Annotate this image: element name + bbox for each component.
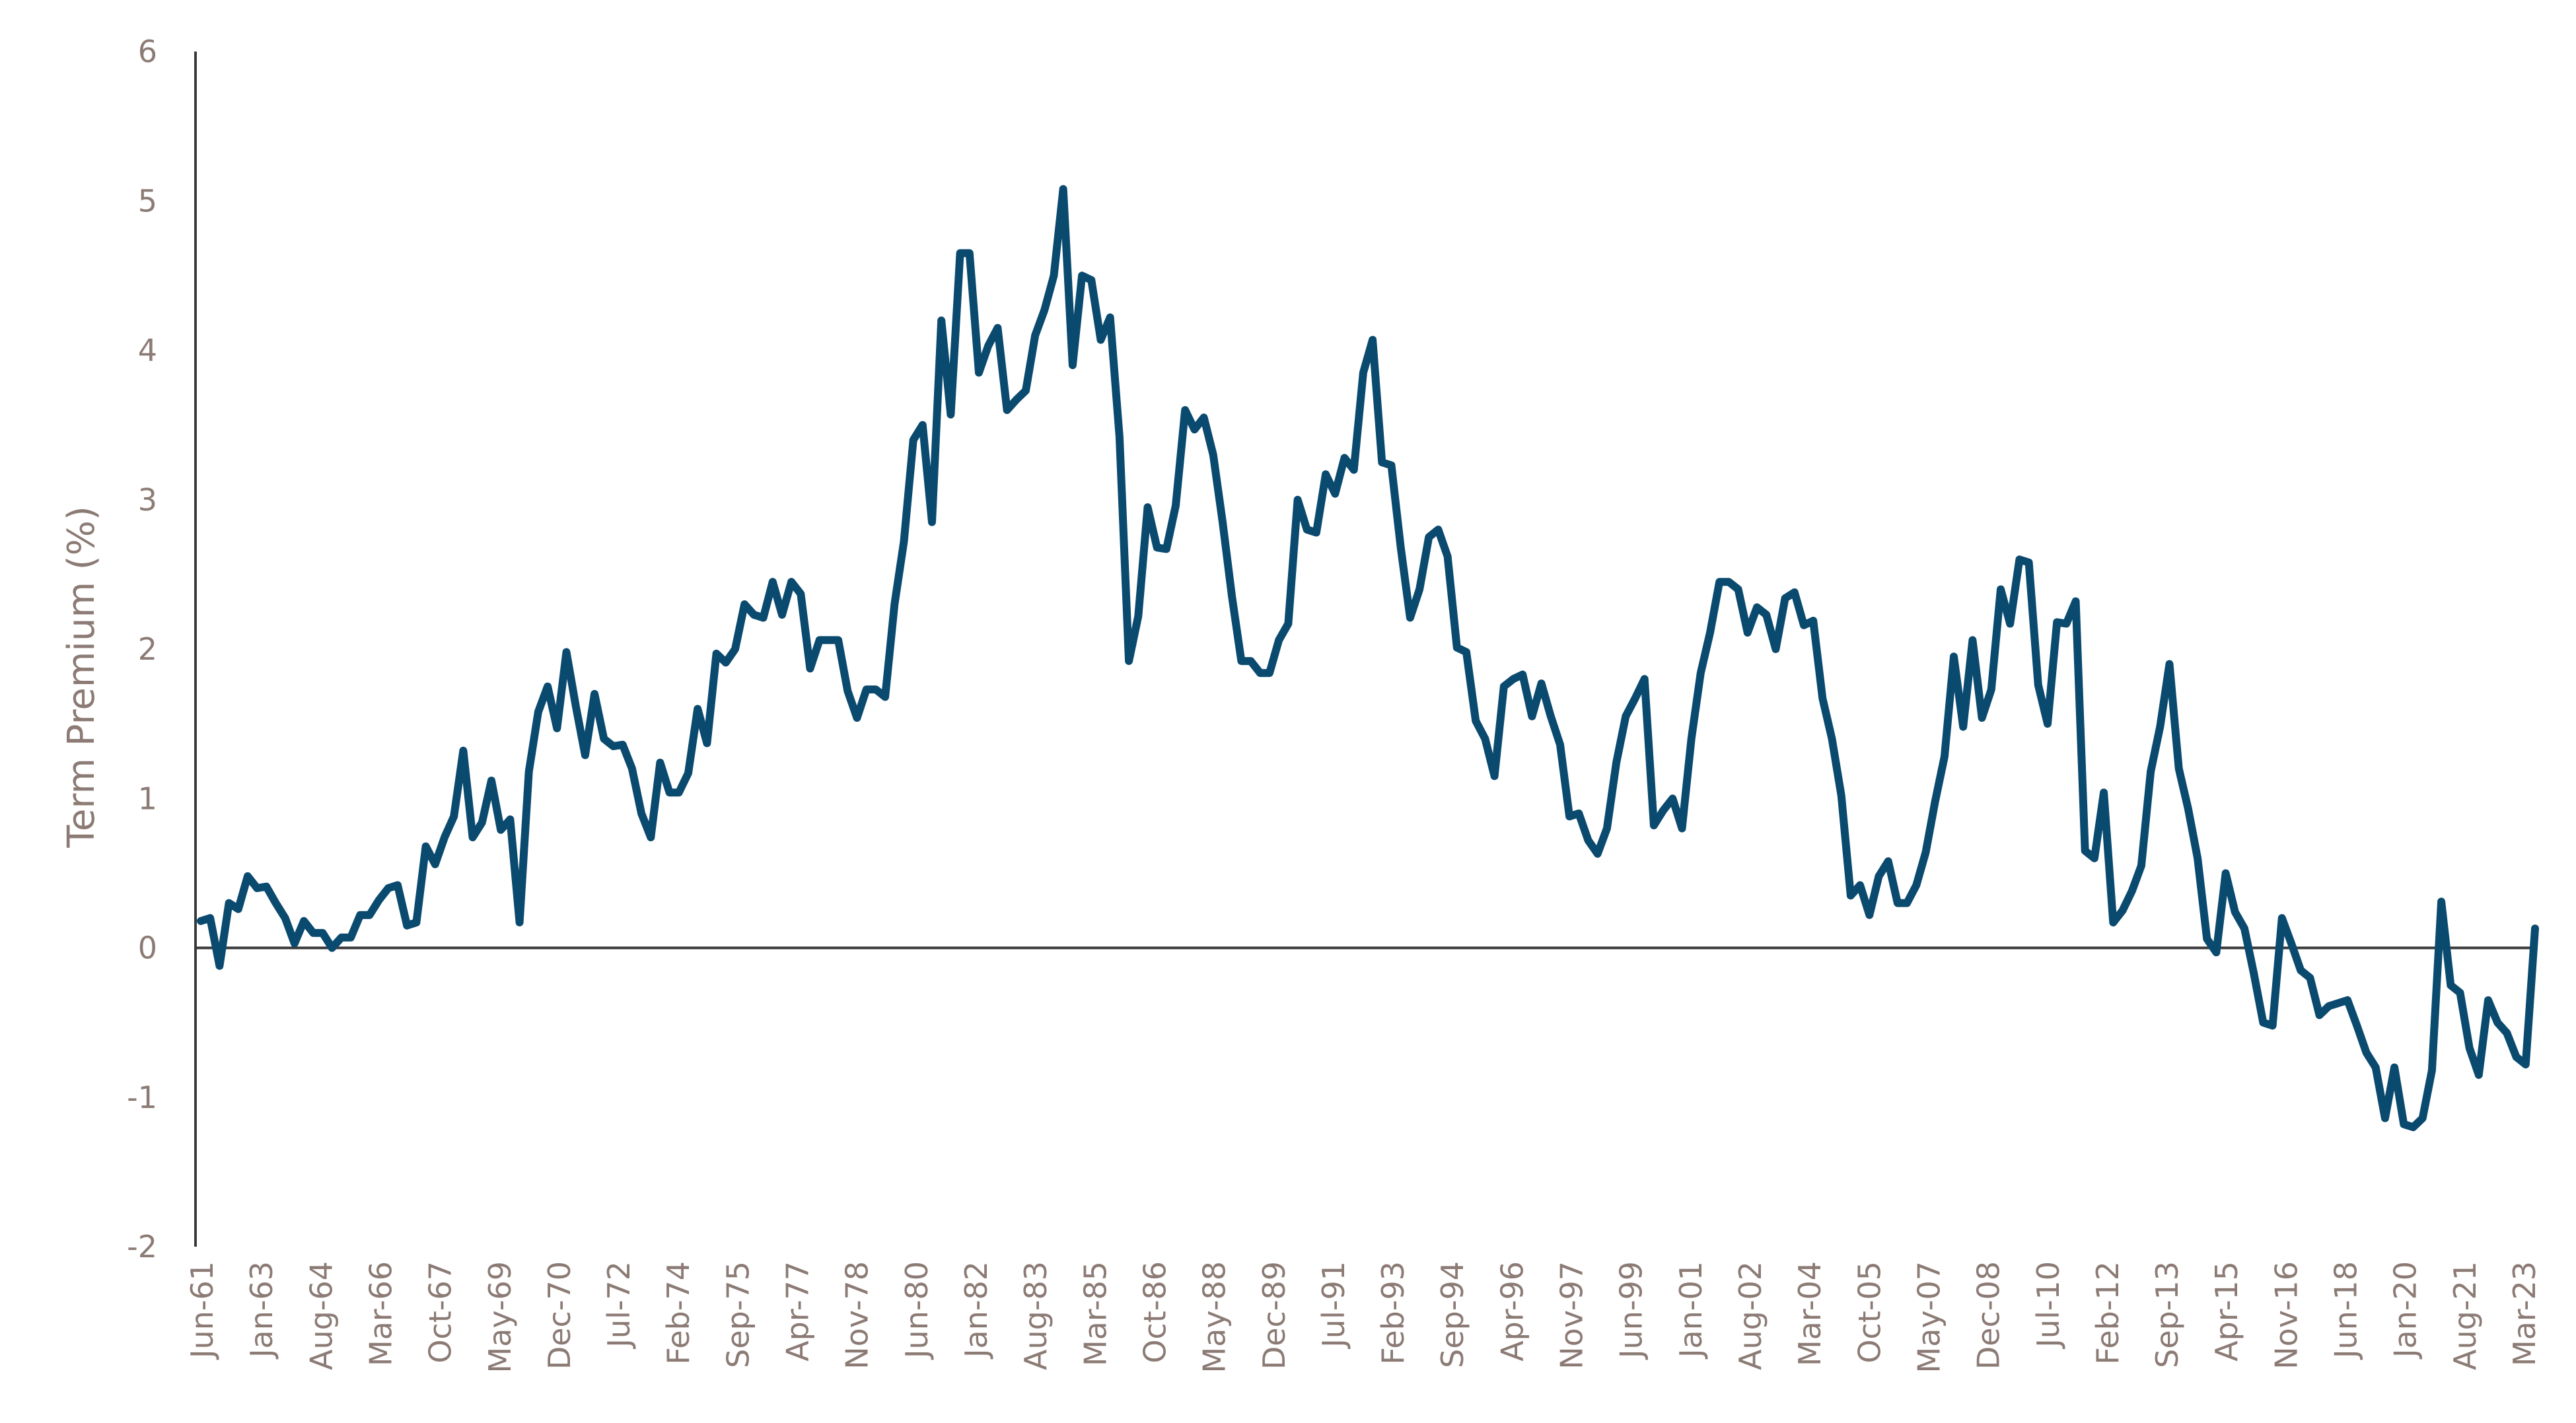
x-tick-label: Mar-04	[1792, 1261, 1828, 1366]
series-line-term-premium	[197, 185, 2539, 1131]
y-tick-label: 0	[138, 930, 157, 966]
y-tick-label: 3	[138, 482, 157, 518]
x-tick-label: Mar-85	[1077, 1261, 1113, 1366]
x-tick-label: Aug-83	[1018, 1261, 1054, 1370]
x-tick-label: Jul-72	[601, 1261, 637, 1350]
y-tick-label: 1	[138, 781, 157, 816]
y-tick-label: 4	[138, 333, 157, 368]
x-tick-label: Feb-93	[1375, 1261, 1411, 1365]
x-tick-label: May-07	[1912, 1261, 1947, 1373]
x-tick-label: Jun-18	[2328, 1261, 2364, 1360]
y-axis-ticks: 6 5 4 3 2 1 0 -1 -2	[127, 34, 157, 1265]
x-tick-label: Sep-94	[1435, 1261, 1470, 1368]
x-tick-label: Jan-82	[958, 1261, 994, 1360]
x-tick-label: Aug-64	[303, 1261, 339, 1370]
x-tick-label: May-88	[1197, 1261, 1233, 1373]
x-tick-label: May-69	[482, 1261, 518, 1373]
x-tick-label: Apr-96	[1494, 1261, 1530, 1362]
x-tick-label: Aug-02	[1733, 1261, 1768, 1370]
x-tick-label: Dec-89	[1256, 1261, 1292, 1370]
y-tick-label: -2	[127, 1229, 157, 1265]
x-tick-label: Aug-21	[2447, 1261, 2483, 1370]
x-tick-label: Oct-05	[1851, 1261, 1887, 1364]
x-tick-label: Feb-74	[661, 1261, 696, 1365]
x-axis-ticks: Jun-61 Jan-63 Aug-64 Mar-66 Oct-67 May-69 Dec-…	[184, 1261, 2542, 1373]
x-tick-label: Dec-08	[1971, 1261, 2007, 1370]
x-tick-label: Apr-77	[780, 1261, 816, 1362]
x-tick-label: Oct-67	[423, 1261, 458, 1364]
x-tick-label: Nov-78	[840, 1261, 875, 1370]
x-tick-label: Jan-63	[244, 1261, 279, 1360]
x-tick-label: Jul-10	[2030, 1261, 2066, 1350]
x-tick-label: Oct-86	[1137, 1261, 1173, 1364]
x-tick-label: Mar-66	[363, 1261, 399, 1366]
x-tick-label: Jan-20	[2388, 1261, 2423, 1360]
x-tick-label: Jan-01	[1673, 1261, 1709, 1360]
x-tick-label: Sep-75	[720, 1261, 756, 1368]
x-tick-label: Apr-15	[2209, 1261, 2244, 1362]
x-tick-label: Nov-97	[1554, 1261, 1590, 1370]
y-tick-label: 6	[138, 34, 157, 69]
x-tick-label: Sep-13	[2149, 1261, 2185, 1368]
x-tick-label: Jun-99	[1614, 1261, 1649, 1360]
y-tick-label: -1	[127, 1080, 157, 1115]
y-axis-title: Term Premium (%)	[60, 506, 103, 848]
y-tick-label: 5	[138, 183, 157, 219]
x-tick-label: Nov-16	[2268, 1261, 2304, 1370]
x-tick-label: Feb-12	[2090, 1261, 2126, 1365]
x-tick-label: Jul-91	[1316, 1261, 1351, 1350]
x-tick-label: Mar-23	[2507, 1261, 2542, 1366]
x-tick-label: Jun-80	[899, 1261, 935, 1360]
y-tick-label: 2	[138, 631, 157, 667]
x-tick-label: Jun-61	[184, 1261, 220, 1360]
x-tick-label: Dec-70	[542, 1261, 577, 1370]
